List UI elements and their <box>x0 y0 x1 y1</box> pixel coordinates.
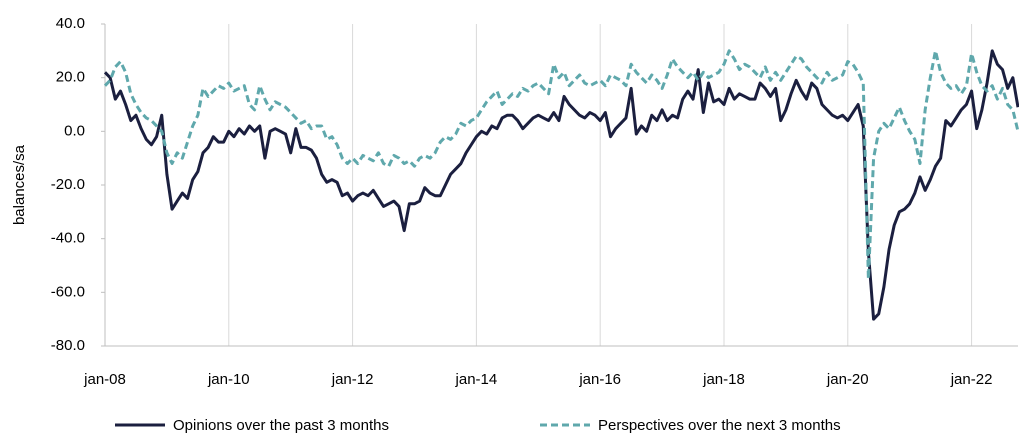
x-tick-label: jan-18 <box>702 371 745 388</box>
y-axis-label: balances/sa <box>11 144 28 225</box>
y-tick-label: 40.0 <box>56 15 85 32</box>
x-tick-label: jan-14 <box>455 371 498 388</box>
y-tick-label: 0.0 <box>64 122 85 139</box>
y-tick-label: -60.0 <box>51 283 85 300</box>
series-line <box>103 49 1019 321</box>
series-line <box>103 49 1019 281</box>
legend-label: Perspectives over the next 3 months <box>598 417 841 434</box>
x-tick-label: jan-20 <box>826 371 869 388</box>
y-tick-label: 20.0 <box>56 69 85 86</box>
x-tick-label: jan-16 <box>578 371 621 388</box>
x-tick-label: jan-10 <box>207 371 250 388</box>
x-tick-label: jan-22 <box>950 371 993 388</box>
y-tick-label: -20.0 <box>51 176 85 193</box>
legend-label: Opinions over the past 3 months <box>173 417 389 434</box>
y-tick-label: -40.0 <box>51 230 85 247</box>
y-tick-label: -80.0 <box>51 337 85 354</box>
x-tick-label: jan-12 <box>331 371 374 388</box>
x-tick-label: jan-08 <box>83 371 126 388</box>
